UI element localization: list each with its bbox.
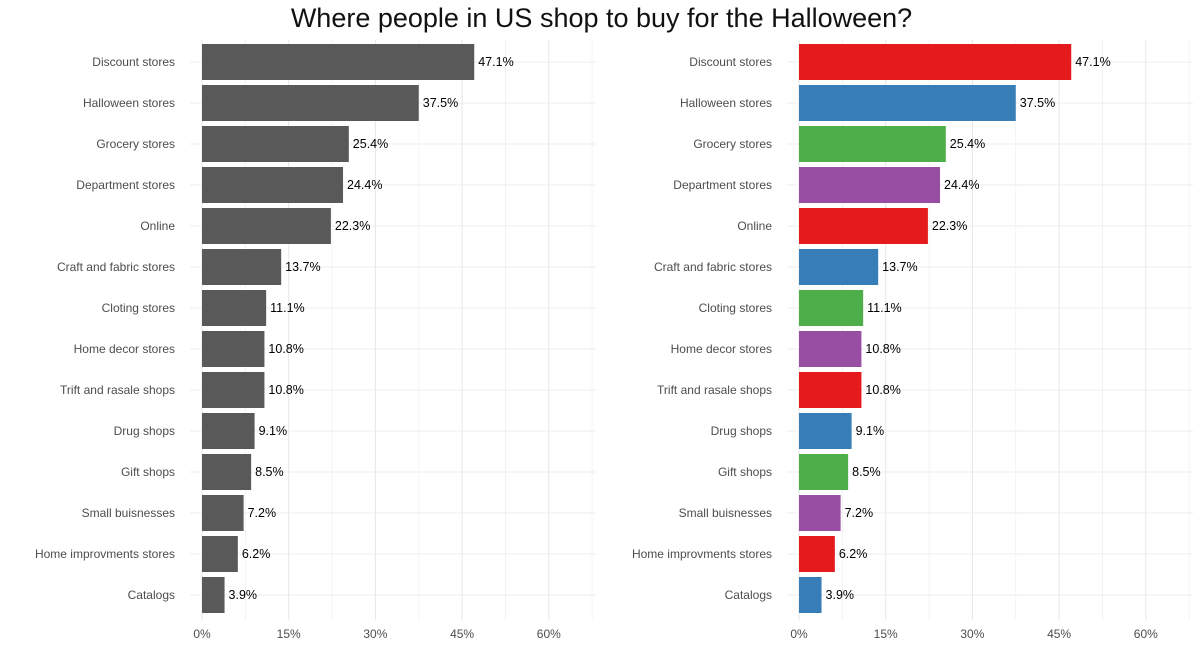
data-label: 6.2% [839,547,868,561]
data-label: 11.1% [867,301,902,315]
bar [799,536,835,572]
data-label: 8.5% [852,465,881,479]
bar [202,577,225,613]
bar [799,85,1016,121]
category-label: Cloting stores [699,301,772,315]
x-tick-label: 0% [790,627,808,641]
data-label: 24.4% [347,178,382,192]
category-label: Small buisnesses [679,506,772,520]
category-label: Grocery stores [96,137,175,151]
category-label: Drug shops [114,424,175,438]
x-tick-label: 15% [277,627,301,641]
data-label: 13.7% [882,260,917,274]
chart-panel-2: Discount stores 47.1% Halloween stores 37.5… [632,40,1193,641]
category-label: Discount stores [689,55,772,69]
data-label: 47.1% [478,55,513,69]
data-label: 10.8% [865,342,900,356]
category-label: Catalogs [128,588,175,602]
data-label: 24.4% [944,178,979,192]
x-tick-label: 30% [363,627,387,641]
data-label: 13.7% [285,260,320,274]
data-label: 6.2% [242,547,271,561]
bar [799,44,1072,80]
x-tick-label: 15% [874,627,898,641]
category-label: Gift shops [718,465,772,479]
x-tick-label: 60% [1134,627,1158,641]
category-label: Craft and fabric stores [57,260,175,274]
bar [799,126,946,162]
bar [799,167,941,203]
category-label: Department stores [76,178,175,192]
data-label: 7.2% [248,506,277,520]
x-tick-label: 30% [960,627,984,641]
category-label: Halloween stores [83,96,175,110]
category-label: Cloting stores [102,301,175,315]
category-label: Small buisnesses [82,506,175,520]
category-label: Catalogs [725,588,772,602]
data-label: 25.4% [950,137,985,151]
bar [202,126,349,162]
bar [202,495,244,531]
category-label: Discount stores [92,55,175,69]
data-label: 8.5% [255,465,284,479]
category-label: Trift and rasale shops [60,383,175,397]
bar [799,495,841,531]
bar [202,249,282,285]
data-label: 10.8% [268,342,303,356]
category-label: Home improvments stores [632,547,772,561]
category-label: Online [737,219,772,233]
category-label: Online [140,219,175,233]
bar [202,454,252,490]
bar [799,454,849,490]
data-label: 7.2% [845,506,874,520]
category-label: Trift and rasale shops [657,383,772,397]
data-label: 25.4% [353,137,388,151]
data-label: 10.8% [268,383,303,397]
bar [202,167,344,203]
data-label: 11.1% [270,301,305,315]
data-label: 3.9% [229,588,257,602]
bar [202,372,265,408]
category-label: Craft and fabric stores [654,260,772,274]
bar [202,85,419,121]
category-label: Home improvments stores [35,547,175,561]
bar [799,249,879,285]
data-label: 3.9% [826,588,855,602]
category-label: Home decor stores [74,342,175,356]
x-tick-label: 60% [537,627,561,641]
bar [799,208,928,244]
data-label: 37.5% [423,96,458,110]
data-label: 9.1% [259,424,288,438]
bar [202,208,331,244]
x-tick-label: 0% [193,627,211,641]
chart-panel-1: Discount stores 47.1% Halloween stores 37.5… [35,40,596,641]
category-label: Halloween stores [680,96,772,110]
bar [799,331,862,367]
bar [799,290,864,326]
data-label: 22.3% [932,219,967,233]
category-label: Home decor stores [671,342,772,356]
x-tick-label: 45% [450,627,474,641]
bar [799,577,822,613]
bar [202,413,255,449]
data-label: 10.8% [865,383,900,397]
category-label: Drug shops [711,424,772,438]
chart-title: Where people in US shop to buy for the H… [290,3,913,33]
bar [799,413,852,449]
x-tick-label: 45% [1047,627,1071,641]
data-label: 22.3% [335,219,370,233]
category-label: Department stores [673,178,772,192]
bar [202,331,265,367]
bar [202,290,267,326]
data-label: 37.5% [1020,96,1055,110]
category-label: Gift shops [121,465,175,479]
data-label: 47.1% [1075,55,1110,69]
category-label: Grocery stores [693,137,772,151]
bar [202,44,475,80]
data-label: 9.1% [856,424,885,438]
bar [202,536,238,572]
bar [799,372,862,408]
